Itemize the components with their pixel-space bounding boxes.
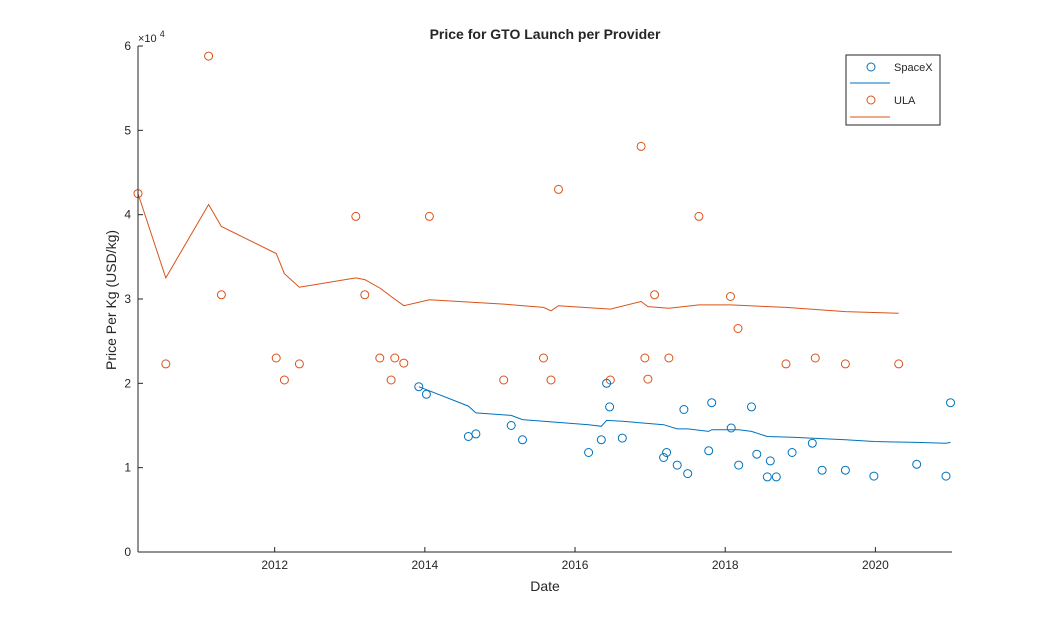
chart-title: Price for GTO Launch per Provider <box>430 26 661 42</box>
ula-data-point <box>726 292 735 301</box>
x-tick-label: 2014 <box>412 558 439 572</box>
spacex-points-layer <box>414 378 955 482</box>
ula-data-point <box>733 324 743 333</box>
ula-data-point <box>894 359 904 369</box>
y-tick-label: 1 <box>124 461 131 475</box>
ula-data-point <box>375 353 385 363</box>
ula-data-point <box>294 359 304 369</box>
ula-trend-line <box>137 193 899 314</box>
plot-area <box>138 46 952 552</box>
spacex-data-point <box>840 465 850 475</box>
spacex-data-point <box>946 398 955 408</box>
y-tick-label: 6 <box>124 39 131 53</box>
ula-data-point <box>840 359 850 369</box>
y-tick-label: 0 <box>124 545 131 559</box>
x-ticks-layer: 2012 2014 2016 2018 2020 <box>261 547 889 572</box>
spacex-data-point <box>421 389 431 399</box>
spacex-data-point <box>584 448 594 457</box>
ula-data-point <box>694 211 704 221</box>
ula-data-point <box>499 375 509 385</box>
spacex-data-point <box>659 453 669 462</box>
ula-data-point <box>360 290 370 300</box>
spacex-trend-line <box>418 386 951 444</box>
ula-data-point <box>390 353 400 363</box>
ula-data-point <box>650 290 660 300</box>
x-tick-label: 2018 <box>712 558 739 572</box>
spacex-data-point <box>771 472 781 482</box>
spacex-data-point <box>602 378 612 388</box>
legend-spacex-marker <box>866 62 876 72</box>
legend: SpaceX ULA <box>845 54 941 126</box>
ula-data-point <box>279 375 289 385</box>
ula-data-point <box>781 359 791 369</box>
spacex-data-point <box>506 421 516 430</box>
spacex-data-point <box>765 456 775 466</box>
y-ticks-layer: 0 1 2 3 4 5 6 <box>124 39 143 559</box>
spacex-data-point <box>807 438 817 448</box>
x-tick-label: 2020 <box>862 558 889 572</box>
y-tick-label: 3 <box>124 292 131 306</box>
ula-data-point <box>539 353 548 363</box>
spacex-data-point <box>679 405 689 414</box>
spacex-data-point <box>747 402 756 412</box>
ula-data-point <box>399 358 409 368</box>
ula-data-point <box>640 353 650 363</box>
y-exponent-power: 4 <box>160 29 165 39</box>
spacex-data-point <box>518 435 527 445</box>
spacex-data-point <box>617 433 627 443</box>
spacex-data-point <box>414 382 424 392</box>
ula-data-point <box>664 353 674 363</box>
x-tick-label: 2016 <box>562 558 589 572</box>
spacex-data-point <box>734 460 744 470</box>
spacex-data-point <box>941 471 951 481</box>
x-tick-label: 2012 <box>261 558 288 572</box>
y-tick-label: 4 <box>124 208 131 222</box>
ula-data-point <box>810 353 820 363</box>
ula-data-point <box>643 374 653 384</box>
spacex-trend-layer <box>418 386 951 444</box>
spacex-data-point <box>672 460 682 470</box>
x-axis-label: Date <box>530 578 560 594</box>
ula-data-point <box>546 375 556 385</box>
spacex-data-point <box>869 471 879 481</box>
ula-data-point <box>424 211 434 221</box>
ula-trend-layer <box>137 193 899 314</box>
ula-data-point <box>216 290 226 300</box>
ula-data-point <box>351 211 361 221</box>
ula-data-point <box>554 184 563 194</box>
ula-data-point <box>636 141 646 151</box>
spacex-data-point <box>817 465 827 475</box>
legend-ula-label: ULA <box>894 95 916 107</box>
spacex-data-point <box>683 469 693 479</box>
ula-data-point <box>204 51 214 61</box>
spacex-data-point <box>471 429 481 439</box>
ula-data-point <box>161 359 171 369</box>
ula-data-point <box>386 375 396 385</box>
spacex-data-point <box>707 398 717 408</box>
legend-spacex-label: SpaceX <box>894 62 933 74</box>
ula-points-layer <box>133 51 904 385</box>
y-exponent-base: ×10 <box>138 33 157 45</box>
legend-ula-marker <box>866 95 876 105</box>
y-tick-label: 2 <box>124 376 131 390</box>
y-axis-label: Price Per Kg (USD/kg) <box>103 230 119 370</box>
ula-data-point <box>271 353 281 363</box>
legend-box <box>845 54 941 126</box>
spacex-data-point <box>752 449 762 459</box>
spacex-data-point <box>662 448 672 457</box>
spacex-data-point <box>762 472 772 482</box>
spacex-data-point <box>596 435 606 445</box>
spacex-data-point <box>704 446 714 456</box>
spacex-data-point <box>726 423 736 433</box>
y-tick-label: 5 <box>124 123 131 137</box>
y-exponent-label: ×10 4 <box>138 29 165 45</box>
spacex-data-point <box>912 459 922 469</box>
spacex-data-point <box>605 402 615 412</box>
spacex-data-point <box>787 448 797 457</box>
